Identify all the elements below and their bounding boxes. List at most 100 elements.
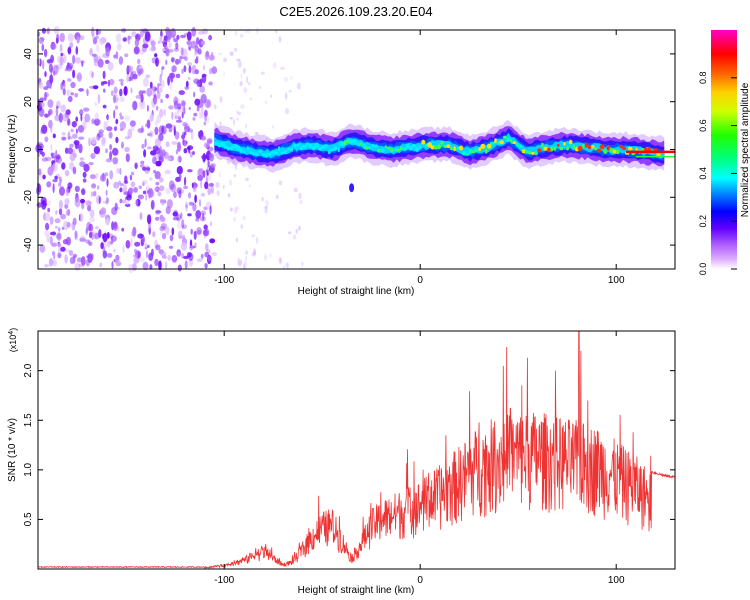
noise-blob xyxy=(146,104,149,112)
noise-blob xyxy=(75,116,78,122)
noise-blob xyxy=(95,226,99,230)
ridge-dot xyxy=(458,145,464,151)
noise-blob xyxy=(185,141,188,144)
noise-blob xyxy=(235,30,238,36)
ridge-dot xyxy=(577,145,583,151)
noise-blob xyxy=(192,151,195,155)
noise-blob xyxy=(202,153,206,163)
noise-blob xyxy=(145,123,147,128)
noise-blob xyxy=(159,214,164,220)
noise-blob xyxy=(158,185,165,192)
noise-blob xyxy=(192,184,197,193)
noise-blob xyxy=(74,57,81,64)
noise-blob xyxy=(105,217,110,226)
noise-blob xyxy=(168,41,172,49)
noise-blob xyxy=(165,49,170,57)
ridge-dot xyxy=(368,146,372,150)
noise-blob xyxy=(124,146,130,153)
ridge-dot xyxy=(296,143,300,147)
noise-blob xyxy=(41,43,45,52)
noise-blob xyxy=(160,98,163,104)
noise-blob xyxy=(171,57,175,63)
noise-blob xyxy=(280,67,285,70)
noise-blob xyxy=(89,217,96,223)
noise-blob xyxy=(66,221,71,228)
noise-blob xyxy=(130,181,136,188)
ridge-dot xyxy=(628,146,633,151)
ridge-dot xyxy=(356,142,359,146)
noise-blob xyxy=(191,26,197,37)
snr-y-ticks: 0.5 1.0 1.5 2.0 xyxy=(23,363,675,526)
noise-blob xyxy=(181,189,185,194)
noise-blob xyxy=(208,67,213,75)
noise-blob xyxy=(142,43,149,49)
noise-blob xyxy=(168,245,174,249)
noise-blob xyxy=(153,94,157,99)
spectrogram-y-label: Frequency (Hz) xyxy=(7,115,18,184)
noise-blob xyxy=(219,121,222,129)
noise-blob xyxy=(153,169,157,174)
noise-blob xyxy=(171,254,178,263)
noise-blob xyxy=(175,42,179,50)
noise-blob xyxy=(41,157,48,162)
noise-blob xyxy=(245,250,248,255)
noise-blob xyxy=(146,167,151,171)
noise-blob xyxy=(56,232,62,241)
noise-blob xyxy=(165,187,171,195)
noise-blob xyxy=(139,49,145,55)
ridge-dot xyxy=(515,142,520,147)
noise-blob xyxy=(91,26,95,37)
noise-blob xyxy=(62,113,69,122)
noise-blob xyxy=(207,187,212,196)
ridge-dot xyxy=(252,152,256,156)
noise-blob xyxy=(227,193,231,198)
noise-blob xyxy=(155,181,160,186)
noise-blob xyxy=(210,162,216,168)
noise-blob xyxy=(82,119,87,130)
noise-blob xyxy=(98,196,101,204)
noise-blob xyxy=(165,141,170,148)
noise-blob xyxy=(188,65,192,74)
noise-blob xyxy=(38,168,42,176)
ridge-dot xyxy=(599,144,605,150)
snr-y-tick-label: 0.5 xyxy=(23,512,34,526)
noise-blob xyxy=(126,74,130,83)
noise-blob xyxy=(47,99,54,108)
noise-blob xyxy=(261,197,264,202)
ridge-dot xyxy=(220,141,226,147)
noise-blob xyxy=(126,65,131,73)
noise-blob xyxy=(120,81,124,86)
noise-blob xyxy=(185,204,188,209)
noise-blob xyxy=(193,91,196,98)
noise-blob xyxy=(132,104,136,108)
noise-blob xyxy=(59,176,62,184)
noise-blob xyxy=(130,87,133,94)
noise-blob xyxy=(271,125,274,129)
noise-blob xyxy=(106,126,113,132)
noise-blob xyxy=(95,119,101,125)
noise-blob xyxy=(155,209,161,215)
noise-blob xyxy=(104,59,110,64)
snr-y-tick-label: 1.0 xyxy=(23,462,34,476)
ridge-dot xyxy=(494,138,497,144)
noise-blob xyxy=(165,123,173,129)
ridge-dot xyxy=(402,147,407,152)
noise-blob xyxy=(124,115,131,122)
noise-blob xyxy=(128,187,134,194)
noise-blob xyxy=(183,123,190,130)
noise-blob xyxy=(65,210,70,216)
colorbar-tick-label: 0.4 xyxy=(698,167,708,180)
noise-blob xyxy=(196,258,203,263)
noise-blob xyxy=(72,217,77,226)
noise-blob xyxy=(45,156,52,162)
noise-blob xyxy=(71,121,77,128)
noise-blob xyxy=(236,117,240,121)
noise-blob xyxy=(77,124,85,133)
noise-blob xyxy=(147,132,153,137)
noise-blob xyxy=(216,190,220,197)
noise-blob xyxy=(105,189,108,196)
noise-blob xyxy=(206,137,213,144)
noise-blob xyxy=(107,79,111,87)
noise-blob xyxy=(184,176,187,186)
noise-blob xyxy=(69,42,74,49)
